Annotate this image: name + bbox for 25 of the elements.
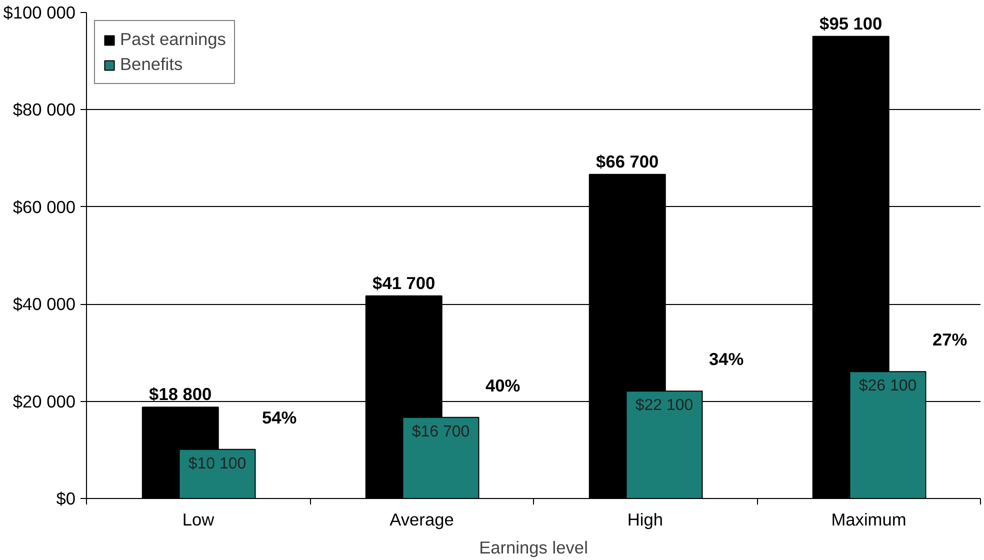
y-tick-label: $80 000 xyxy=(12,100,76,120)
data-label: $41 700 xyxy=(372,272,436,293)
x-tick-label: Average xyxy=(390,510,454,530)
data-label: $66 700 xyxy=(596,151,659,172)
x-tick-label: Low xyxy=(182,510,215,530)
data-label: $22 100 xyxy=(635,397,694,414)
data-label: $26 100 xyxy=(858,378,917,395)
y-tick-label: $0 xyxy=(56,488,76,508)
annotation: 27% xyxy=(932,330,968,350)
legend-label: Past earnings xyxy=(120,29,226,50)
y-tick-label: $60 000 xyxy=(12,196,76,217)
annotation: 40% xyxy=(485,375,520,396)
x-axis-title: Earnings level xyxy=(479,538,588,558)
y-tick-label: $40 000 xyxy=(12,294,76,314)
data-label: $16 700 xyxy=(412,423,470,440)
x-tick-label: Maximum xyxy=(831,510,906,530)
data-label: $95 100 xyxy=(820,13,882,34)
y-tick-label: $20 000 xyxy=(12,391,76,412)
annotation: 34% xyxy=(708,349,744,370)
annotation: 54% xyxy=(262,407,297,428)
data-label: $18 800 xyxy=(149,384,212,404)
data-label: $10 100 xyxy=(188,455,246,472)
legend-label: Benefits xyxy=(120,54,183,75)
x-tick-label: High xyxy=(627,510,664,530)
y-tick-label: $100 000 xyxy=(3,2,76,22)
